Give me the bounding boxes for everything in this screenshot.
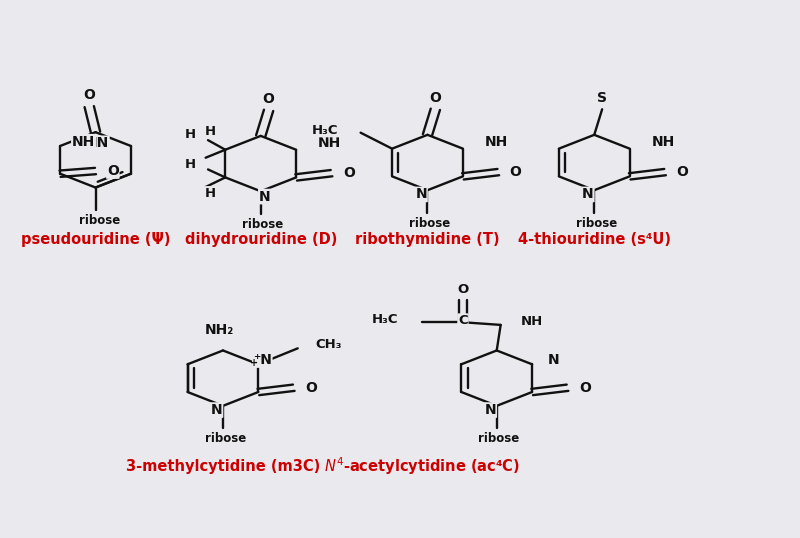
Text: HN: HN bbox=[86, 136, 109, 150]
Text: 3-methylcytidine (m3C): 3-methylcytidine (m3C) bbox=[126, 458, 320, 473]
Text: H: H bbox=[184, 129, 195, 141]
Text: H₃C: H₃C bbox=[312, 124, 338, 137]
Text: ribothymidine (T): ribothymidine (T) bbox=[355, 232, 500, 247]
Text: N: N bbox=[582, 187, 594, 201]
Text: O: O bbox=[458, 283, 469, 296]
Text: ribose: ribose bbox=[478, 433, 520, 445]
Text: O: O bbox=[677, 165, 688, 179]
Text: N: N bbox=[548, 353, 559, 367]
Text: ribose: ribose bbox=[242, 218, 284, 231]
Text: O: O bbox=[262, 91, 274, 105]
Text: CH₃: CH₃ bbox=[315, 337, 342, 351]
Text: ribose: ribose bbox=[205, 433, 246, 445]
Text: O: O bbox=[83, 88, 95, 102]
Text: H: H bbox=[184, 158, 195, 171]
Text: ⁺N: ⁺N bbox=[253, 353, 272, 367]
Text: O: O bbox=[430, 90, 442, 104]
Text: O: O bbox=[305, 381, 317, 395]
Text: H: H bbox=[205, 125, 216, 138]
Text: 4-thiouridine (s⁴U): 4-thiouridine (s⁴U) bbox=[518, 232, 670, 247]
Text: O: O bbox=[510, 165, 522, 179]
Text: H₃C: H₃C bbox=[372, 313, 398, 326]
Text: ribose: ribose bbox=[79, 214, 120, 227]
Text: H: H bbox=[205, 187, 216, 200]
Text: dihydrouridine (D): dihydrouridine (D) bbox=[185, 232, 337, 247]
Text: ribose: ribose bbox=[410, 217, 450, 230]
Text: $\mathit{N}^{4}$-acetylcytidine (ac⁴C): $\mathit{N}^{4}$-acetylcytidine (ac⁴C) bbox=[324, 455, 520, 477]
Text: ribose: ribose bbox=[576, 217, 618, 230]
Text: +: + bbox=[250, 358, 258, 368]
Text: NH: NH bbox=[520, 315, 542, 328]
Text: N: N bbox=[485, 403, 496, 417]
Text: O: O bbox=[579, 381, 590, 395]
Text: O: O bbox=[343, 166, 354, 180]
Text: pseudouridine (Ψ): pseudouridine (Ψ) bbox=[21, 232, 170, 247]
Text: NH₂: NH₂ bbox=[205, 323, 234, 337]
Text: NH: NH bbox=[72, 134, 95, 148]
Text: C: C bbox=[458, 314, 468, 327]
Text: N: N bbox=[259, 189, 270, 203]
Text: NH: NH bbox=[652, 135, 675, 149]
Text: N: N bbox=[415, 187, 427, 201]
Text: N: N bbox=[211, 403, 222, 417]
Text: NH: NH bbox=[318, 136, 342, 150]
Text: NH: NH bbox=[485, 135, 508, 149]
Text: S: S bbox=[597, 90, 607, 104]
Text: O: O bbox=[107, 164, 118, 178]
